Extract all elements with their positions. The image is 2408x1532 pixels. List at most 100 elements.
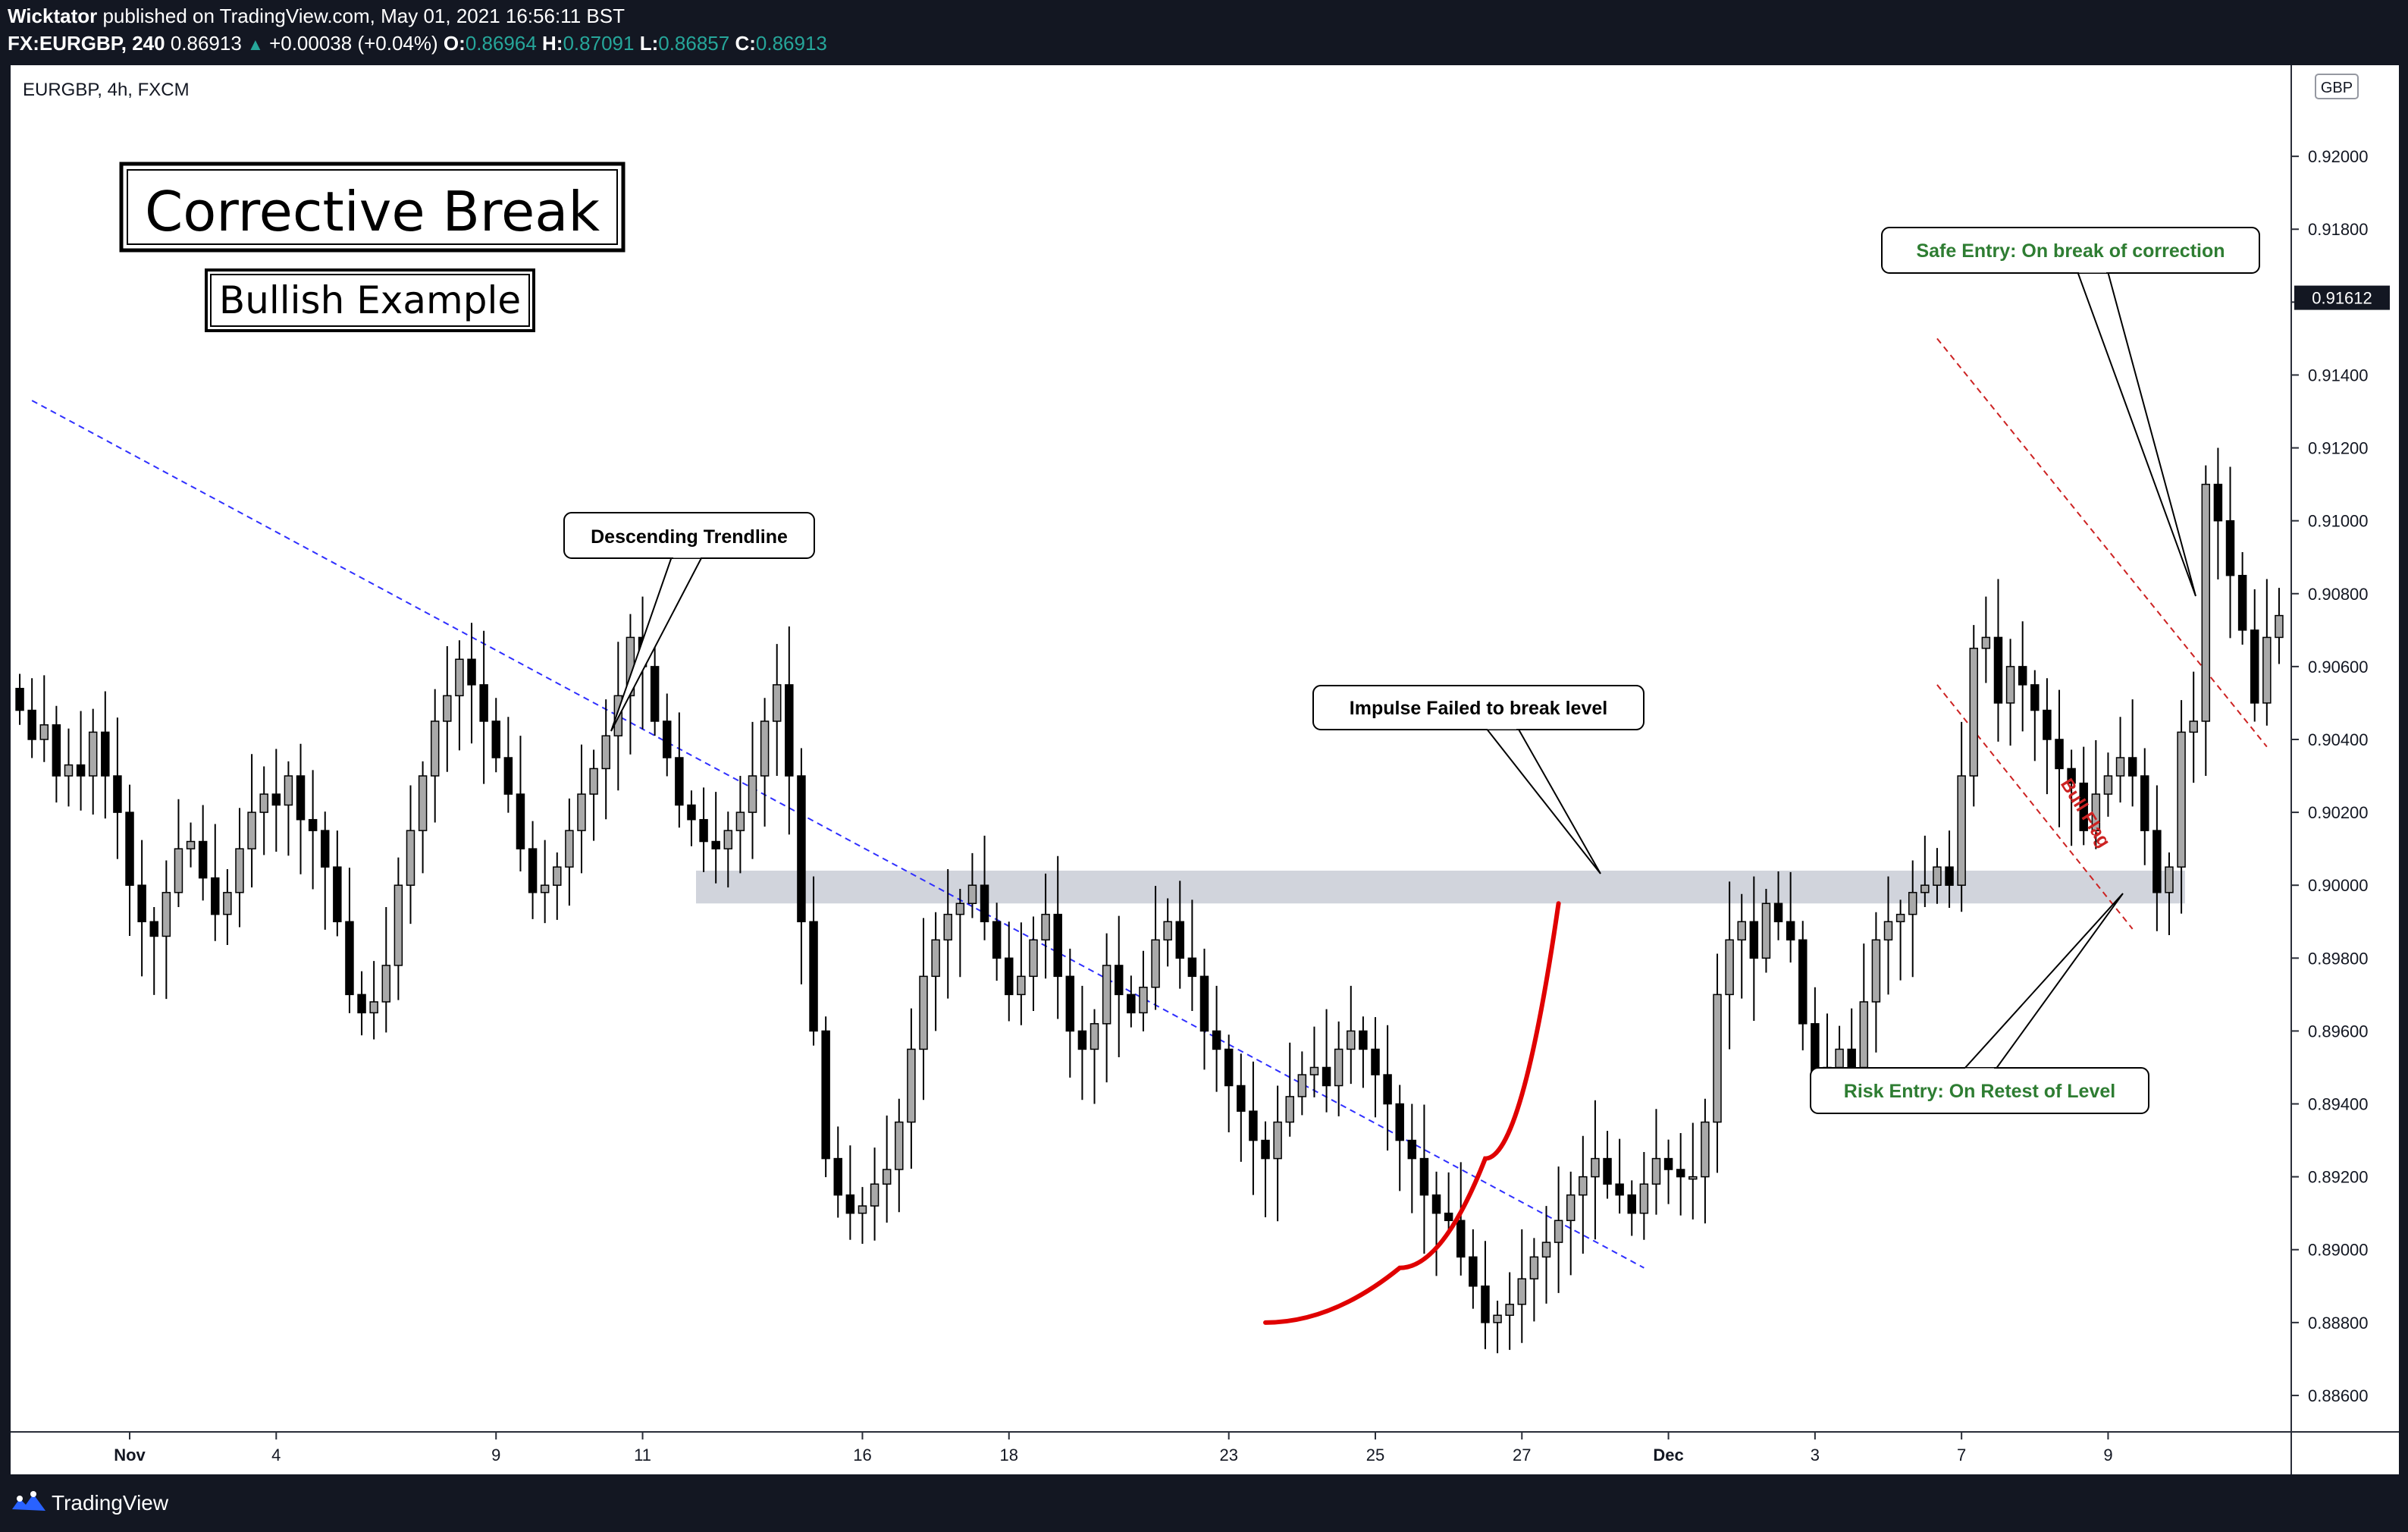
- candle-body: [2103, 775, 2113, 795]
- candle-body: [113, 775, 122, 813]
- candle-body: [650, 666, 660, 722]
- candle-body: [1163, 921, 1172, 941]
- candle-body: [1053, 913, 1062, 978]
- footer-bar: TradingView: [0, 1474, 2408, 1532]
- time-tick-label: 3: [1811, 1446, 1820, 1465]
- price-tick-label: 0.91800: [2308, 220, 2369, 239]
- candle-body: [1322, 1066, 1331, 1087]
- time-tick-label: 4: [271, 1446, 281, 1465]
- candle-body: [1761, 903, 1771, 959]
- time-tick-label: 9: [2103, 1446, 2112, 1465]
- candle-body: [1456, 1220, 1466, 1258]
- candle-body: [2275, 614, 2284, 639]
- chart-area[interactable]: EURGBP, 4h, FXCM 0.88600 0.88800 0.89000 0.…: [11, 65, 2399, 1474]
- candle-body: [785, 684, 794, 777]
- last-price: 0.86913: [170, 32, 242, 55]
- candle-body: [88, 731, 98, 777]
- candle-body: [1493, 1314, 1502, 1323]
- callout-trendline-text: Descending Trendline: [591, 526, 788, 548]
- chart-svg[interactable]: EURGBP, 4h, FXCM 0.886000.888000.890000.…: [11, 65, 2399, 1474]
- candle-body: [1786, 921, 1795, 941]
- candle-body: [1957, 775, 1966, 886]
- candle-body: [955, 903, 965, 915]
- candle-body: [2030, 684, 2040, 711]
- current-price-label: 0.91612: [2312, 289, 2372, 308]
- candle-body: [1285, 1096, 1294, 1123]
- candle-body: [1469, 1256, 1478, 1287]
- candle-body: [320, 830, 330, 868]
- candle-body: [2177, 731, 2186, 868]
- candle-body: [663, 720, 672, 758]
- candle-body: [1688, 1176, 1698, 1180]
- author-name[interactable]: Wicktator: [8, 5, 98, 27]
- time-tick-label: Nov: [114, 1446, 146, 1465]
- candle-body: [479, 684, 488, 722]
- candle-body: [1212, 1030, 1221, 1050]
- footer-brand[interactable]: TradingView: [52, 1491, 169, 1515]
- price-axis[interactable]: 0.88600 0.88800 0.89000 0.89200 0.89400 0.896…: [2291, 147, 2390, 1405]
- candle-body: [418, 775, 428, 831]
- candle-body: [296, 775, 306, 821]
- time-tick-label: Dec: [1653, 1446, 1683, 1465]
- candle-body: [271, 793, 281, 806]
- candle-body: [577, 793, 586, 831]
- candle-body: [2079, 782, 2088, 831]
- candle-body: [52, 724, 61, 777]
- title-box-inner: [127, 169, 618, 245]
- time-axis[interactable]: Nov 4 9 11 16 18 23 25 27 Dec 3 7 9: [114, 1432, 2113, 1465]
- candle-body: [2055, 739, 2064, 770]
- chart-title: Corrective Break: [145, 180, 600, 243]
- time-tick-label: 25: [1366, 1446, 1384, 1465]
- published-text: published on TradingView.com, May 01, 20…: [102, 5, 625, 27]
- candle-body: [467, 658, 476, 686]
- candle-body: [1419, 1157, 1429, 1196]
- candle-body: [1359, 1030, 1368, 1050]
- candle-body: [601, 735, 610, 770]
- price-tick-label: 0.88800: [2308, 1314, 2369, 1333]
- candle-body: [174, 848, 183, 893]
- candle-body: [284, 775, 293, 806]
- symbol-name[interactable]: FX:EURGBP, 240: [8, 32, 165, 55]
- candle-body: [1920, 884, 1930, 893]
- price-tick-label: 0.89000: [2308, 1241, 2369, 1260]
- candle-body: [931, 939, 940, 978]
- time-tick-label: 16: [853, 1446, 871, 1465]
- publish-info: Wicktator published on TradingView.com, …: [8, 5, 625, 28]
- candle-body: [1701, 1121, 1710, 1178]
- candle-body: [393, 884, 403, 966]
- candle-body: [247, 812, 256, 849]
- candle-body: [1676, 1169, 1685, 1178]
- candle-body: [161, 892, 171, 937]
- candle-body: [1249, 1110, 1258, 1141]
- candle-body: [125, 812, 134, 886]
- candle-body: [589, 768, 598, 795]
- callout-trendline-box: [563, 512, 815, 559]
- low-label: L:: [639, 32, 659, 55]
- tradingview-logo-icon[interactable]: [11, 1490, 47, 1517]
- current-price-marker: [2294, 285, 2390, 310]
- instrument-label: EURGBP, 4h, FXCM: [23, 80, 190, 100]
- candle-body: [1859, 1001, 1869, 1069]
- candle-body: [797, 775, 806, 923]
- candle-body: [2043, 709, 2052, 740]
- candle-body: [1651, 1157, 1661, 1185]
- candle-body: [833, 1157, 843, 1196]
- candle-body: [503, 757, 513, 795]
- candle-body: [1798, 939, 1808, 1025]
- candle-body: [1981, 636, 1991, 649]
- price-tick-label: 0.90600: [2308, 658, 2369, 677]
- candle-body: [1127, 994, 1136, 1014]
- candle-body: [1517, 1278, 1527, 1305]
- currency-box[interactable]: [2315, 74, 2359, 99]
- time-tick-label: 7: [1957, 1446, 1966, 1465]
- candle-body: [2067, 768, 2076, 784]
- candle-body: [2201, 483, 2211, 722]
- candle-body: [967, 884, 977, 904]
- candle-body: [2005, 666, 2015, 704]
- time-tick-label: 11: [634, 1446, 651, 1465]
- candle-body: [39, 724, 49, 740]
- price-tick-label: 0.91200: [2308, 439, 2369, 458]
- callout-impulse-box: [1312, 685, 1645, 730]
- callout-pointer-risk: [1961, 893, 2124, 1070]
- descending-trendline: [31, 400, 1645, 1269]
